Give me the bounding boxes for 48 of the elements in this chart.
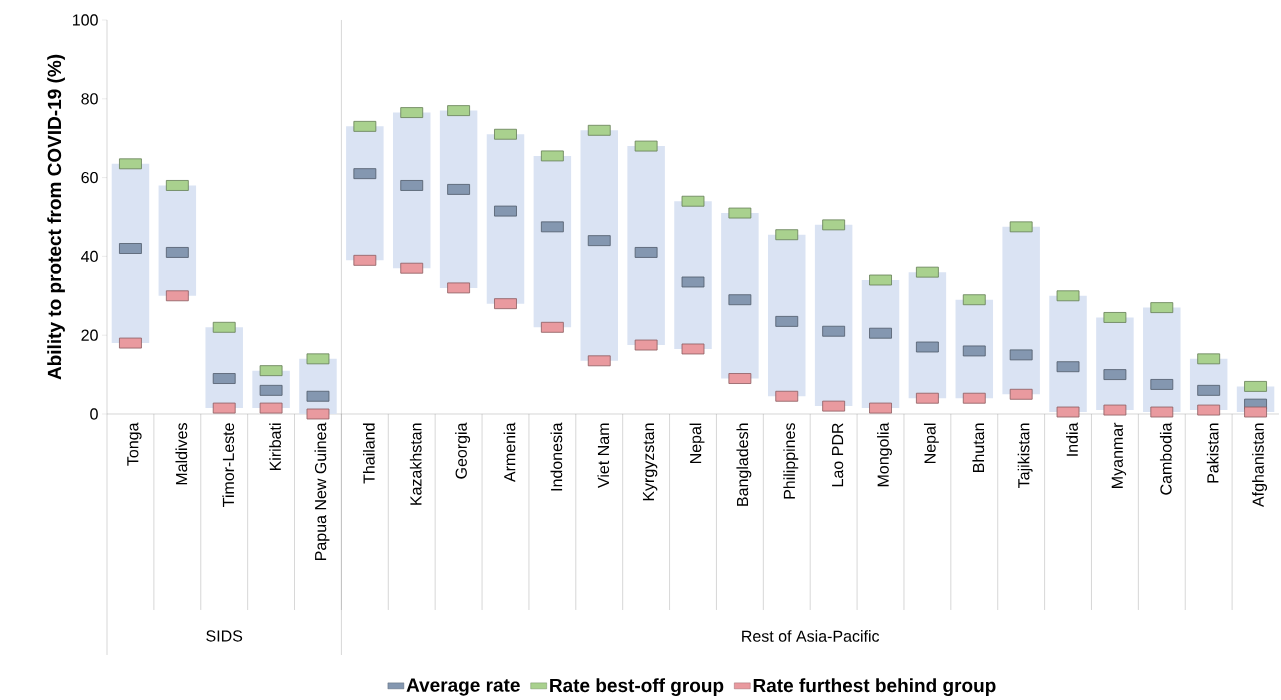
bar: [111, 163, 150, 344]
x-tick-label: Philippines: [783, 423, 799, 499]
bar: [439, 110, 478, 288]
bar: [768, 234, 806, 397]
x-tick-label: Tajikistan: [1017, 423, 1033, 488]
legend-label: Rate furthest behind group: [753, 678, 996, 697]
x-tick-label: Maldives: [175, 423, 188, 485]
bar: [1002, 226, 1040, 395]
y-axis-title: Ability to protect from COVID-19 (%): [47, 54, 65, 380]
x-tick-label: India: [1066, 422, 1078, 456]
x-tick-label: Bhutan: [972, 423, 985, 472]
x-tick-label: Viet Nam: [597, 423, 610, 488]
x-tick-label: Pakistan: [1206, 423, 1219, 483]
legend-label: Rate best-off group: [550, 678, 724, 697]
x-tick-label: Mongolia: [877, 422, 892, 487]
x-tick-label: Nepal: [923, 423, 939, 464]
x-tick-label: Afghanistan: [1252, 423, 1268, 507]
x-tick-label: Armenia: [503, 422, 516, 483]
y-tick-label: 0: [90, 408, 98, 420]
legend-label: Average rate: [406, 678, 520, 696]
bar: [486, 134, 525, 304]
x-tick-label: Georgia: [455, 422, 471, 479]
x-tick-label: Thailand: [362, 423, 375, 484]
bar: [392, 112, 431, 269]
text: Rest of Asia-Pacific: [742, 630, 880, 642]
x-tick-label: Tonga: [127, 422, 142, 466]
bar: [533, 155, 572, 328]
bar: [814, 224, 853, 407]
text: SIDS: [206, 630, 243, 642]
x-tick-label: Myanmar: [1111, 422, 1127, 488]
x-tick-label: Papua New Guinea: [314, 422, 330, 560]
bar: [580, 130, 618, 361]
x-tick-label: Kyrgyzstan: [642, 423, 658, 501]
x-tick-label: Nepal: [689, 423, 705, 464]
x-tick-label: Bangladesh: [736, 423, 752, 506]
y-tick-label: 40: [81, 250, 98, 263]
y-tick-label: 60: [81, 171, 98, 184]
x-tick-label: Indonesia: [550, 422, 563, 491]
y-tick-label: 80: [81, 93, 98, 105]
y-tick-label: 100: [73, 14, 98, 26]
x-tick-label: Lao PDR: [832, 423, 844, 487]
y-tick-label: 20: [81, 329, 98, 341]
bar: [627, 146, 665, 346]
x-tick-label: Kiribati: [269, 423, 281, 471]
bar: [721, 213, 759, 379]
x-tick-label: Cambodia: [1159, 422, 1172, 495]
x-tick-label: Kazakhstan: [409, 423, 422, 505]
x-tick-label: Timor-Leste: [222, 423, 235, 507]
